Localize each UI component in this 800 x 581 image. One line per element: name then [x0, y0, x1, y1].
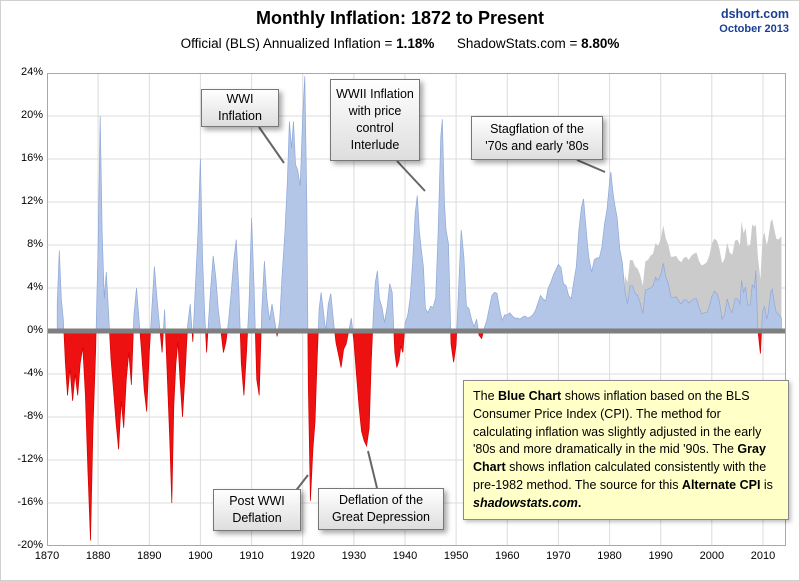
x-tick-label: 1920	[290, 550, 315, 562]
y-tick-label: 8%	[27, 238, 43, 250]
y-tick-label: 24%	[20, 66, 43, 78]
note-text-segment: .	[577, 495, 582, 510]
x-tick-label: 1880	[85, 550, 111, 562]
watermark-date: October 2013	[719, 23, 789, 36]
x-tick-label: 1890	[137, 550, 162, 562]
note-text-segment: Blue Chart	[498, 389, 562, 403]
watermark-site: dshort.com	[720, 7, 789, 21]
y-tick-label: -12%	[17, 453, 43, 465]
callout-great-depression-deflation: Deflation of the Great Depression	[318, 488, 444, 530]
y-tick-label: -20%	[17, 539, 43, 551]
note-text-segment: The	[473, 389, 499, 403]
x-tick-label: 2000	[699, 550, 725, 562]
note-text-segment: shadowstats.com	[473, 495, 578, 510]
y-tick-label: 16%	[20, 152, 43, 164]
page-title: Monthly Inflation: 1872 to Present	[255, 8, 545, 28]
x-tick-label: 1940	[392, 550, 418, 562]
x-tick-label: 1960	[495, 550, 520, 562]
y-tick-label: 0%	[27, 324, 43, 336]
note-text-segment: is	[760, 477, 773, 492]
callout-wwi-inflation: WWI Inflation	[201, 89, 279, 127]
subtitle-segment: 1.18%	[396, 36, 435, 51]
x-tick-label: 1990	[648, 550, 673, 562]
note-text-segment: shows inflation calculated consistently …	[473, 460, 767, 492]
x-tick-label: 1900	[188, 550, 213, 562]
callout-post-wwi-deflation: Post WWI Deflation	[213, 489, 301, 531]
x-tick-label: 1910	[239, 550, 264, 562]
note-text-segment: Alternate CPI	[681, 477, 761, 492]
x-tick-label: 1950	[443, 550, 469, 562]
callout-stagflation: Stagflation of the '70s and early '80s	[471, 116, 603, 160]
x-tick-label: 2010	[750, 550, 776, 562]
y-tick-label: 20%	[20, 109, 43, 121]
x-tick-label: 1980	[597, 550, 622, 562]
note-box: The Blue Chart shows inflation based on …	[463, 380, 789, 521]
x-tick-label: 1970	[546, 550, 571, 562]
y-tick-label: -4%	[23, 367, 43, 379]
subtitle-segment: Official (BLS) Annualized Inflation =	[180, 36, 397, 51]
x-tick-label: 1870	[34, 550, 60, 562]
subtitle-segment: ShadowStats.com =	[434, 36, 582, 51]
subtitle: Official (BLS) Annualized Inflation = 1.…	[1, 36, 799, 51]
y-tick-label: -8%	[23, 410, 43, 422]
y-tick-label: 4%	[27, 281, 43, 293]
callout-wwii-inflation: WWII Inflation with price control Interl…	[330, 79, 420, 161]
y-tick-label: 12%	[20, 195, 43, 207]
note-text-segment: Gray Chart	[473, 442, 766, 474]
subtitle-segment: 8.80%	[581, 36, 620, 51]
note-text-segment: shows inflation based on the BLS Consume…	[473, 389, 762, 457]
x-tick-label: 1930	[341, 550, 367, 562]
watermark: dshort.com October 2013	[719, 6, 789, 37]
y-tick-label: -16%	[17, 496, 43, 508]
